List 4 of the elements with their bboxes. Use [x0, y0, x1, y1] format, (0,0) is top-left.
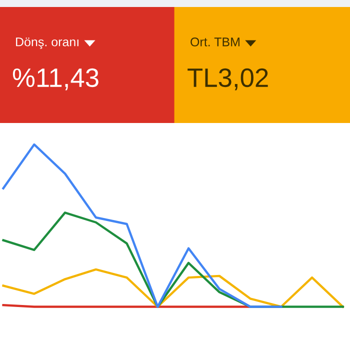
text: Dönş. oranı [16, 38, 78, 49]
text: Ort. TBM [190, 38, 240, 46]
text: TL3,02 [188, 68, 268, 90]
text: %11,43 [12, 68, 98, 90]
